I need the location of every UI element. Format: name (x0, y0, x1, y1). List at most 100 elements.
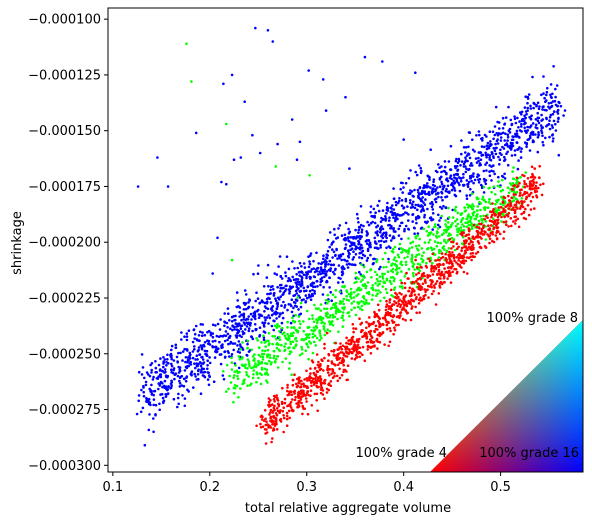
data-point (338, 290, 342, 294)
data-point (200, 368, 203, 372)
data-point (193, 348, 196, 351)
data-point (542, 92, 545, 95)
data-point (295, 285, 299, 289)
data-point (264, 417, 267, 421)
data-point (549, 95, 553, 99)
data-point (456, 230, 460, 234)
data-point (444, 223, 447, 226)
data-point (420, 257, 423, 261)
data-point (523, 185, 527, 189)
data-point (330, 360, 334, 363)
data-point (383, 272, 386, 276)
outlier-point (557, 153, 561, 157)
data-point (467, 242, 471, 246)
data-point (371, 262, 375, 266)
data-point (265, 316, 269, 319)
data-point (524, 217, 528, 221)
data-point (193, 362, 196, 366)
data-point (470, 179, 473, 183)
data-point (321, 393, 325, 396)
data-point (262, 285, 266, 288)
data-point (193, 372, 196, 376)
data-point (296, 296, 300, 299)
data-point (269, 408, 273, 412)
data-point (245, 354, 249, 357)
data-point (292, 278, 296, 282)
data-point (178, 366, 182, 369)
data-point (320, 276, 324, 280)
data-point (439, 277, 442, 280)
data-point (441, 187, 445, 191)
data-point (274, 297, 277, 301)
x-tick-label: 0.5 (490, 480, 511, 495)
data-point (523, 114, 526, 117)
data-point (513, 153, 517, 157)
data-point (436, 273, 439, 276)
data-point (526, 184, 529, 188)
data-point (242, 313, 245, 316)
data-point (282, 430, 286, 434)
data-point (470, 248, 474, 251)
data-point (315, 381, 319, 385)
data-point (262, 419, 266, 422)
data-point (458, 263, 462, 267)
data-point (223, 324, 226, 328)
data-point (414, 255, 418, 259)
data-point (443, 275, 446, 279)
data-point (423, 213, 427, 217)
data-point (363, 332, 367, 335)
data-point (384, 251, 387, 255)
data-point (268, 413, 271, 416)
data-point (494, 146, 498, 150)
data-point (406, 249, 410, 252)
data-point (339, 277, 342, 280)
data-point (361, 329, 364, 332)
data-point (416, 247, 419, 251)
data-point (455, 255, 459, 259)
data-point (471, 254, 475, 258)
data-point (545, 116, 548, 120)
data-point (534, 118, 538, 121)
data-point (297, 391, 300, 395)
data-point (360, 230, 364, 234)
data-point (413, 188, 416, 192)
data-point (472, 205, 475, 208)
data-point (264, 345, 267, 348)
data-point (487, 146, 490, 149)
data-point (282, 286, 285, 290)
data-point (371, 288, 375, 292)
data-point (237, 366, 241, 370)
data-point (452, 256, 456, 260)
data-point (248, 298, 251, 301)
data-point (354, 228, 357, 232)
data-point (322, 369, 325, 372)
data-point (450, 188, 454, 192)
data-point (523, 126, 526, 130)
data-point (379, 265, 382, 269)
data-point (401, 317, 405, 321)
data-point (494, 219, 497, 222)
data-point (373, 312, 377, 316)
data-point (244, 366, 247, 370)
data-point (167, 362, 170, 365)
data-point (414, 203, 418, 207)
data-point (329, 314, 332, 317)
data-point (483, 145, 486, 149)
data-point (343, 345, 347, 349)
data-point (495, 226, 499, 230)
data-point (376, 328, 379, 331)
data-point (280, 277, 284, 280)
data-point (318, 270, 321, 274)
data-point (332, 250, 336, 254)
data-point (226, 307, 230, 310)
data-point (369, 211, 372, 214)
data-point (413, 293, 417, 297)
data-point (352, 296, 356, 299)
data-point (303, 407, 307, 411)
data-point (317, 360, 320, 364)
data-point (486, 153, 490, 156)
data-point (250, 318, 253, 321)
data-point (454, 159, 458, 163)
data-point (543, 96, 546, 100)
data-point (350, 357, 354, 360)
